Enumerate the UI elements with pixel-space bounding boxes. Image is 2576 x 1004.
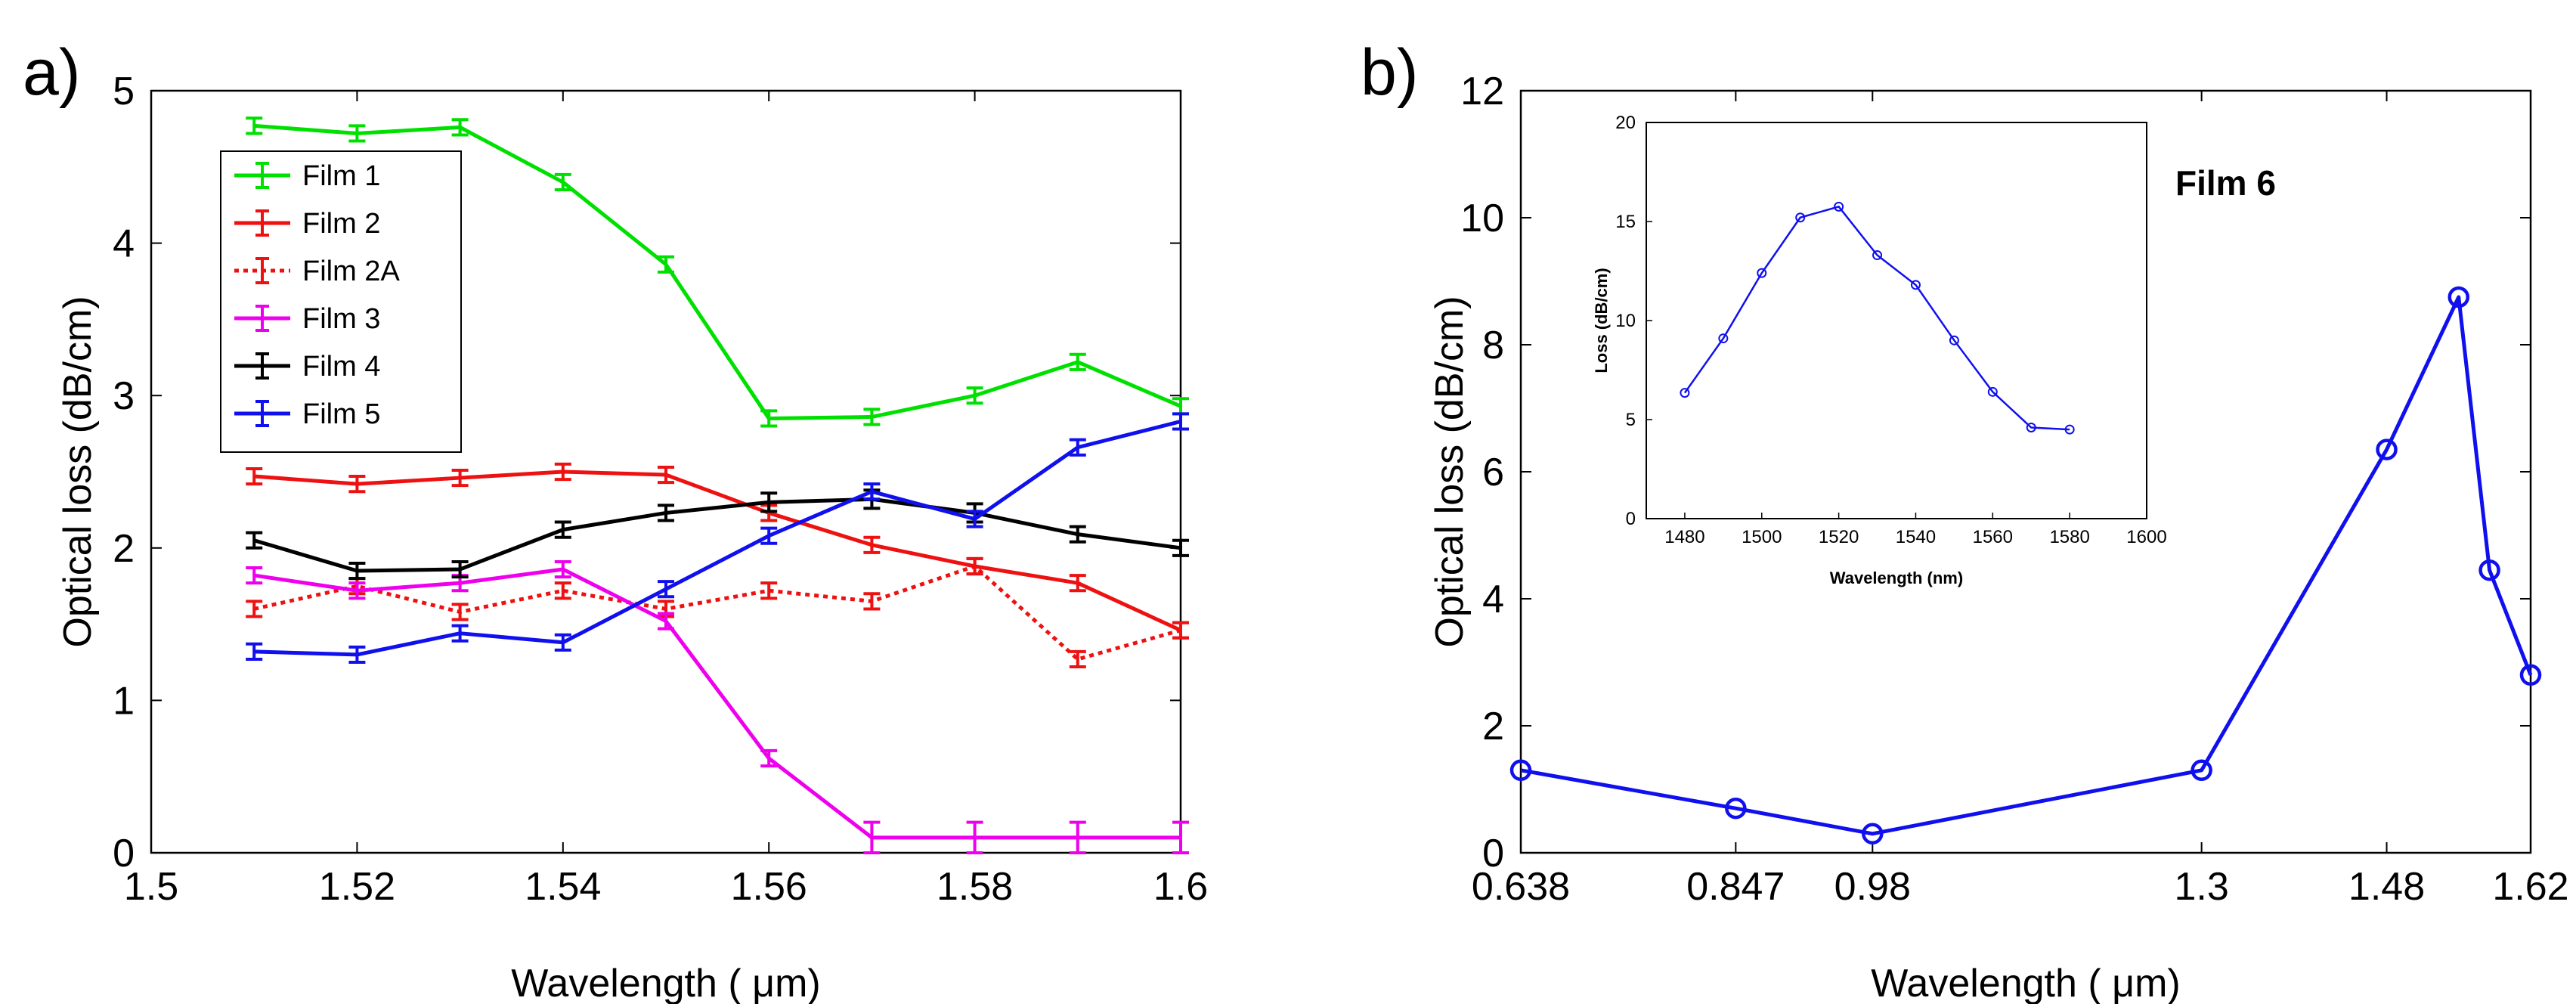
series-line-film-2	[254, 469, 1182, 632]
y-tick-label: 4	[1482, 578, 1504, 621]
panel-b-chart: b) 0.638 0.847 0.98 1.3 1.48 1.62 0 2 4 6 8 10 12 Wave…	[1361, 36, 2569, 1004]
series-line-film-1	[254, 123, 1181, 420]
inset-series-line	[1683, 205, 2070, 431]
y-tick-label: 2	[113, 527, 135, 571]
legend-label: Film 3	[302, 303, 380, 335]
series-line-film-5	[254, 420, 1181, 657]
film-6-annotation: Film 6	[2175, 163, 2276, 203]
inset-axes-box	[1646, 122, 2147, 519]
inset-data-point-marker	[1757, 268, 1767, 278]
y-tick-label: 3	[113, 374, 135, 418]
y-axis-label: Optical loss (dB/cm)	[56, 296, 100, 647]
inset-x-tick-label: 1540	[1896, 527, 1936, 547]
x-tick-label: 1.62	[2492, 865, 2568, 909]
inset-data-point-marker	[1987, 386, 1998, 397]
inset-data-point-marker	[1949, 335, 1959, 346]
x-tick-label: 0.847	[1686, 865, 1785, 909]
x-tick-label: 1.3	[2174, 865, 2228, 909]
inset-data-point-marker	[1718, 333, 1729, 344]
data-point-marker	[2191, 759, 2212, 782]
panel-a-axes-box	[150, 89, 1182, 854]
series-line-film-3	[253, 567, 1181, 840]
panel-b-label: b)	[1361, 36, 1418, 109]
x-axis-label: Wavelength ( μm)	[511, 962, 820, 1004]
data-point-marker	[2376, 438, 2398, 460]
legend-label: Film 2	[302, 208, 380, 240]
panel-a-chart: a) 1.5 1.52 1.54 1.56 1.58 1.6 0 1 2 3 4 5 Wavelength…	[23, 36, 1208, 1004]
y-tick-label: 0	[1482, 832, 1504, 875]
inset-data-point-marker	[1834, 201, 1844, 212]
x-tick-label: 1.56	[731, 865, 807, 909]
x-tick-label: 1.6	[1153, 865, 1208, 909]
x-tick-label: 1.54	[525, 865, 601, 909]
y-tick-label: 2	[1482, 705, 1504, 748]
data-point-marker	[1725, 797, 1747, 820]
inset-x-tick-label: 1500	[1742, 527, 1782, 547]
y-tick-label: 10	[1460, 197, 1504, 240]
inset-x-tick-label: 1600	[2126, 527, 2166, 547]
inset-x-axis-label: Wavelength (nm)	[1830, 569, 1963, 587]
inset-y-tick-label: 0	[1626, 509, 1636, 529]
inset-x-tick-label: 1560	[1973, 527, 2013, 547]
inset-data-point-marker	[1680, 388, 1690, 398]
inset-data-point-marker	[2064, 424, 2075, 435]
data-point-marker	[2448, 286, 2470, 308]
y-tick-label: 6	[1482, 451, 1504, 494]
inset-data-point-marker	[2026, 422, 2036, 432]
legend-label: Film 4	[302, 351, 380, 383]
data-point-marker	[2519, 664, 2542, 686]
x-tick-label: 0.638	[1472, 865, 1570, 909]
data-point-marker	[1509, 759, 1532, 782]
legend-label: Film 1	[302, 160, 380, 192]
data-point-marker	[2478, 559, 2500, 581]
x-tick-label: 0.98	[1834, 865, 1911, 909]
series-line-film-4	[253, 497, 1181, 573]
x-axis-label: Wavelength ( μm)	[1871, 962, 2180, 1004]
inset-data-point-marker	[1872, 250, 1883, 261]
y-tick-label: 8	[1482, 324, 1504, 367]
y-tick-label: 0	[113, 832, 135, 875]
x-tick-label: 1.48	[2348, 865, 2425, 909]
y-tick-label: 12	[1460, 70, 1504, 113]
inset-data-point-marker	[1795, 212, 1806, 223]
inset-y-axis-label: Loss (dB/cm)	[1592, 268, 1611, 373]
legend-label: Film 2A	[302, 256, 400, 287]
inset-y-tick-label: 20	[1615, 113, 1636, 133]
x-tick-label: 1.58	[937, 865, 1013, 909]
legend-label: Film 5	[302, 398, 380, 430]
inset-y-tick-label: 5	[1626, 410, 1636, 430]
inset-x-tick-label: 1580	[2049, 527, 2089, 547]
inset-y-tick-label: 15	[1615, 212, 1636, 232]
inset-data-point-marker	[1910, 280, 1921, 290]
y-axis-label: Optical loss (dB/cm)	[1428, 296, 1472, 647]
y-tick-label: 4	[113, 222, 135, 266]
x-tick-label: 1.52	[319, 865, 395, 909]
inset-y-tick-label: 10	[1615, 311, 1636, 331]
x-tick-label: 1.5	[124, 865, 178, 909]
data-point-marker	[1862, 823, 1884, 845]
panel-a-label: a)	[23, 36, 80, 109]
inset-x-tick-label: 1480	[1664, 527, 1704, 547]
series-line-film-6	[1520, 295, 2533, 836]
y-tick-label: 1	[113, 679, 135, 723]
inset-x-tick-label: 1520	[1819, 527, 1859, 547]
y-tick-label: 5	[113, 70, 135, 113]
series-line-film-2a	[253, 564, 1181, 662]
